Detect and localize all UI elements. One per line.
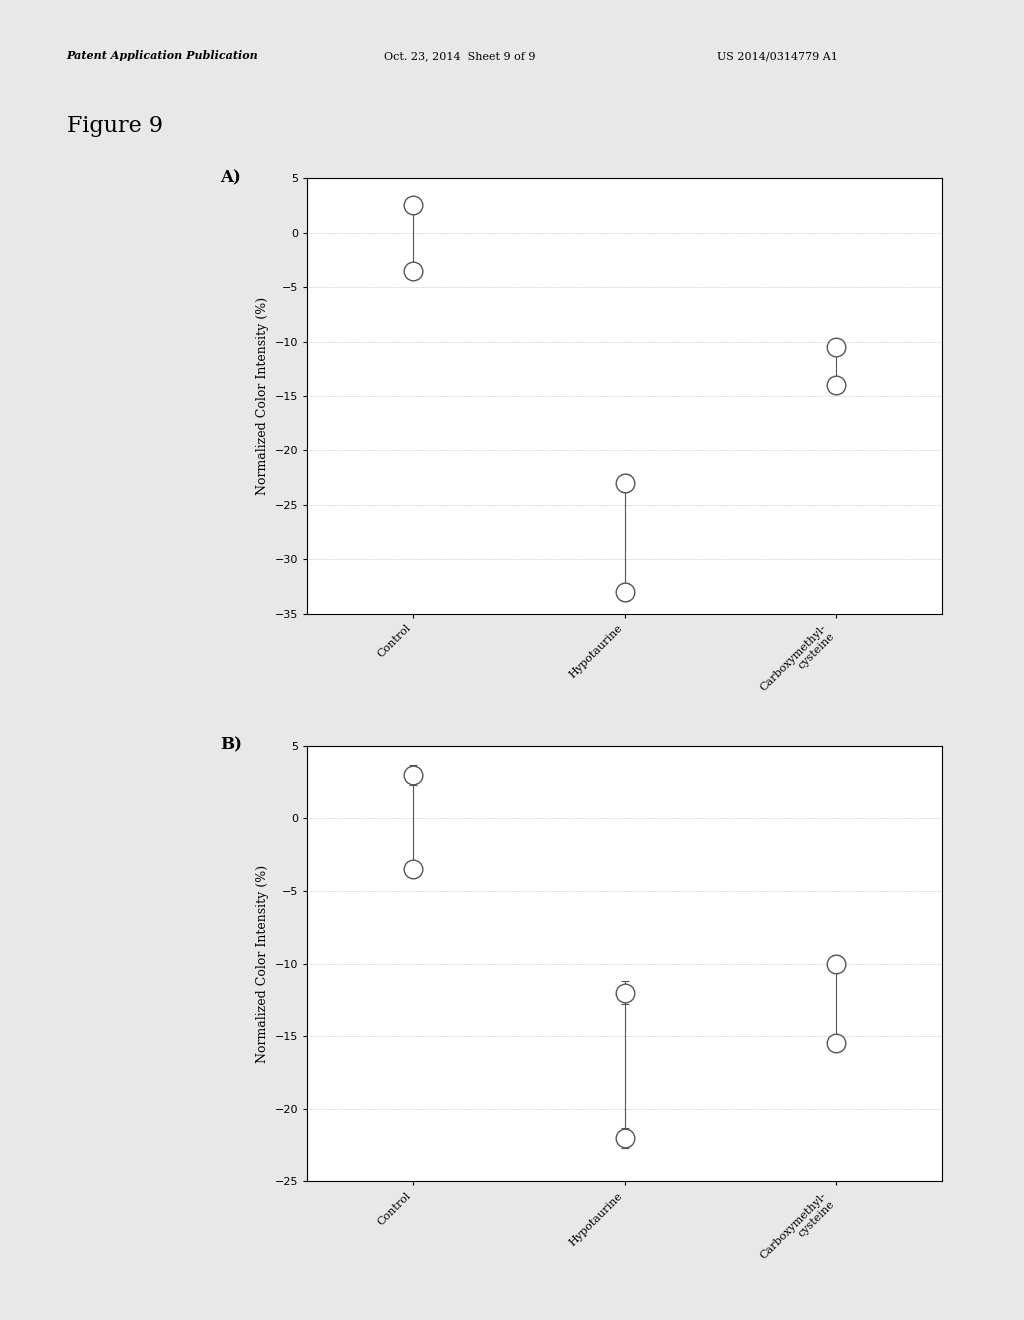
Point xyxy=(404,260,421,281)
Point xyxy=(404,195,421,216)
Point xyxy=(828,337,845,358)
Point xyxy=(828,1032,845,1053)
Text: US 2014/0314779 A1: US 2014/0314779 A1 xyxy=(717,51,838,62)
Text: Figure 9: Figure 9 xyxy=(67,115,163,137)
Point xyxy=(616,473,633,494)
Point xyxy=(828,953,845,974)
Y-axis label: Normalized Color Intensity (%): Normalized Color Intensity (%) xyxy=(256,865,269,1063)
Point xyxy=(616,982,633,1003)
Point xyxy=(404,858,421,879)
Text: Oct. 23, 2014  Sheet 9 of 9: Oct. 23, 2014 Sheet 9 of 9 xyxy=(384,51,536,62)
Point xyxy=(404,764,421,785)
Point xyxy=(828,375,845,396)
Text: Patent Application Publication: Patent Application Publication xyxy=(67,50,258,62)
Point xyxy=(616,581,633,602)
Text: B): B) xyxy=(220,737,242,754)
Y-axis label: Normalized Color Intensity (%): Normalized Color Intensity (%) xyxy=(256,297,269,495)
Point xyxy=(616,1127,633,1148)
Text: A): A) xyxy=(220,169,241,186)
